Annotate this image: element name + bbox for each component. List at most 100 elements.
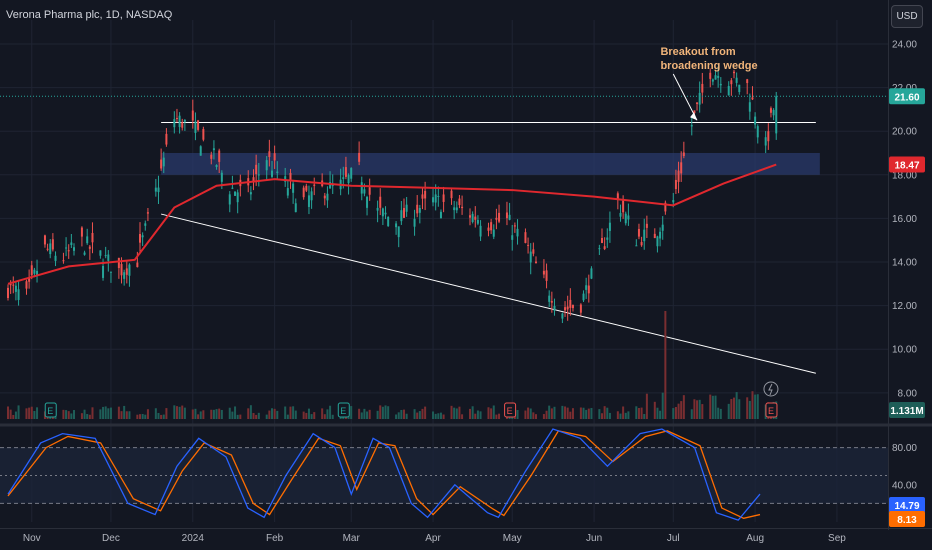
candle-body [672, 200, 675, 203]
candle-body [284, 176, 287, 182]
x-tick-label: Aug [746, 533, 764, 544]
candle-body [476, 219, 479, 224]
wedge-trend-line [161, 213, 816, 374]
volume-bar [601, 413, 603, 419]
chart-title: Verona Pharma plc, 1D, NASDAQ [6, 9, 173, 21]
candle-body [455, 207, 458, 211]
volume-bar [313, 412, 316, 419]
volume-bar [199, 411, 202, 419]
volume-bar [305, 412, 308, 419]
volume-bar [527, 407, 530, 419]
volume-bar [751, 391, 754, 419]
candle-body [231, 187, 234, 189]
candle-body [601, 237, 603, 243]
volume-bar [294, 410, 297, 419]
candle-body [772, 109, 775, 116]
volume-bar [719, 408, 722, 419]
volume-bar [516, 409, 519, 419]
candle-body [590, 268, 593, 279]
candle-body [564, 307, 567, 311]
candle-body [7, 287, 9, 298]
annotation-line-2: broadening wedge [660, 60, 757, 72]
volume-bar [65, 410, 68, 419]
x-tick-label: Mar [343, 533, 361, 544]
candle-body [453, 207, 456, 211]
candle-body [764, 137, 767, 146]
volume-bar [91, 407, 94, 419]
candle-body [571, 305, 574, 309]
volume-bar [104, 406, 107, 419]
volume-bar [461, 414, 464, 419]
volume-bar [302, 411, 305, 419]
candle-body [144, 223, 147, 226]
candle-body [709, 72, 712, 79]
volume-bar [228, 407, 231, 419]
volume-bar [125, 411, 128, 419]
candle-body [54, 255, 57, 261]
candle-body [255, 164, 258, 175]
candle-body [664, 202, 667, 212]
candle-body [458, 198, 461, 206]
volume-bar [674, 406, 677, 419]
candle-body [474, 216, 477, 220]
candle-body [107, 254, 110, 261]
earnings-marker [44, 402, 57, 418]
volume-bar [366, 411, 369, 419]
volume-bar [727, 403, 730, 419]
candle-body [366, 196, 369, 208]
volume-bar [350, 406, 353, 419]
annotation-arrow [672, 73, 698, 121]
last-price-badge-text: 21.60 [894, 92, 919, 103]
ma-value-badge-text: 18.47 [894, 161, 919, 172]
volume-bar [286, 414, 289, 419]
candle-body [696, 102, 699, 104]
candle-body [524, 232, 527, 243]
ma-value-badge [889, 156, 925, 173]
volume-bar [421, 408, 424, 419]
candle-body [643, 229, 646, 242]
volume-bar [476, 410, 479, 419]
candle-body [635, 245, 638, 247]
volume-bar [331, 414, 334, 419]
volume-bar [210, 409, 213, 419]
candle-body [505, 212, 508, 219]
volume-bar [701, 404, 704, 419]
x-tick-label: Nov [23, 533, 41, 544]
volume-bar [434, 413, 437, 419]
candle-body [730, 80, 733, 85]
volume-bar [680, 401, 683, 419]
candle-body [495, 217, 498, 220]
candle-body [659, 231, 662, 239]
candle-body [490, 222, 493, 231]
volume-bar [321, 408, 324, 419]
volume-badge [889, 402, 925, 418]
volume-bar [395, 414, 398, 419]
candle-body [461, 206, 464, 209]
volume-bar [289, 406, 292, 419]
candle-body [88, 246, 91, 249]
annotation-line-1: Breakout from [660, 46, 735, 58]
candle-body [181, 122, 184, 128]
volume-bar [252, 412, 255, 419]
volume-bar [379, 405, 382, 419]
candle-body [368, 187, 371, 195]
volume-bar [183, 407, 186, 419]
volume-bar [220, 409, 223, 419]
y-tick-label: 8.00 [898, 388, 918, 399]
volume-bar [450, 405, 453, 419]
candle-body [487, 227, 490, 231]
earnings-marker-label: E [507, 406, 513, 416]
candle-body [432, 197, 435, 203]
volume-bar [28, 407, 31, 419]
currency-button[interactable]: USD [891, 5, 923, 28]
candle-body [141, 235, 144, 238]
volume-bar [455, 408, 458, 419]
volume-bar [247, 408, 250, 419]
volume-bar [273, 408, 276, 419]
x-tick-label: May [503, 533, 522, 544]
volume-bar [709, 394, 712, 419]
volume-bar [659, 410, 662, 419]
earnings-marker-label: E [768, 406, 774, 416]
candle-body [212, 148, 215, 151]
